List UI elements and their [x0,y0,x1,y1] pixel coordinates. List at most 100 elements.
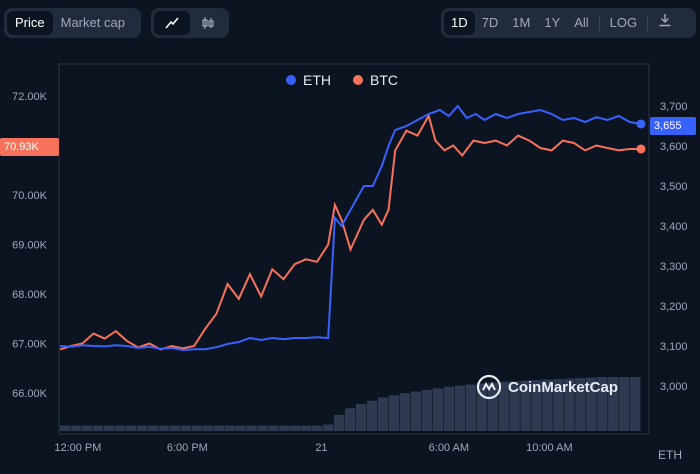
volume-bar [465,384,476,431]
volume-bar [180,425,191,431]
watermark-text: CoinMarketCap [508,378,619,396]
eth-line [59,104,642,352]
volume-bar [520,380,531,431]
coinmarketcap-watermark: CoinMarketCap [476,374,618,400]
line-chart-icon [165,17,179,29]
download-button[interactable] [651,11,679,35]
left-axis-tick-label: 68.00K [12,289,48,301]
legend-item-btc[interactable]: BTC [353,72,398,88]
volume-bar [355,404,367,431]
volume-bar [608,377,619,431]
right-axis-tick-label: 3,300 [660,261,688,273]
volume-bar [60,425,71,431]
volume-bar [498,381,509,431]
volume-bar [421,389,433,431]
eth-current-price-tag: 3,655 [650,117,696,135]
volume-bar [432,388,444,431]
x-axis-tick-label: 6:00 PM [167,442,208,454]
volume-bar [630,377,641,431]
legend-label-btc: BTC [370,72,398,88]
volume-bar [158,425,170,431]
price-tab[interactable]: Price [7,11,53,35]
btc-legend-dot [353,75,363,85]
btc-line [59,113,641,351]
right-axis-tick-label: 3,600 [660,141,688,153]
volume-bar [542,379,553,431]
right-axis-tick-label: 3,100 [660,341,688,353]
volume-bar [290,425,301,431]
volume-bar [377,397,389,431]
left-axis-tick-label: 67.00K [12,339,48,351]
volume-bar [443,386,455,431]
volume-bar [103,425,115,431]
legend-item-eth[interactable]: ETH [286,72,331,88]
volume-bars [60,377,641,431]
volume-bar [301,425,312,431]
volume-bar [597,377,608,431]
volume-bar [70,425,82,431]
right-axis-tick-label: 3,700 [660,101,688,113]
log-scale-button[interactable]: LOG [609,15,638,30]
volume-bar [235,425,246,431]
volume-bar [586,377,597,431]
btc-current-price-tag: 70.93K [0,138,59,156]
left-axis-tick-label: 70.00K [12,190,48,202]
left-axis-tick-label: 66.00K [12,388,48,400]
volume-bar [531,380,542,431]
volume-bar [410,391,422,431]
left-axis-tick-label: 69.00K [12,240,48,252]
volume-bar [564,378,575,431]
right-axis-tick-label: 3,000 [660,381,688,393]
volume-bar [487,382,498,431]
candlestick-button[interactable] [190,11,226,35]
market-cap-tab[interactable]: Market cap [60,15,125,30]
volume-bar [114,425,126,431]
eth-end-dot [636,119,646,129]
right-axis-tick-label: 3,500 [660,181,688,193]
volume-bar [202,425,213,431]
range-1y-button[interactable]: 1Y [544,15,561,30]
line-chart-button[interactable] [154,11,190,35]
volume-bar [81,425,93,431]
download-icon [659,14,671,27]
legend-label-eth: ETH [303,72,331,88]
volume-bar [454,385,466,431]
range-1d-button[interactable]: 1D [444,11,475,35]
volume-bar [246,425,257,431]
volume-bar [312,425,323,431]
right-axis-tick-label: 3,200 [660,301,688,313]
left-axis-tick-label: 72.00K [12,91,48,103]
range-all-button[interactable]: All [574,15,589,30]
axis-ticks: 66.00K 67.00K 68.00K 69.00K 70.00K 72.00K 3,00… [12,91,687,454]
volume-bar [509,381,520,431]
btc-end-dot [636,144,646,154]
chart-legend: ETH BTC [286,72,398,88]
volume-bar [169,425,180,431]
range-1m-button[interactable]: 1M [512,15,531,30]
eth-legend-dot [286,75,296,85]
volume-bar [147,425,159,431]
coinmarketcap-logo-icon [476,374,502,400]
x-axis-tick-label: 6:00 AM [429,442,469,454]
volume-bar [476,383,487,431]
volume-bar [136,425,148,431]
toolbar-divider [647,15,649,31]
volume-bar [334,414,345,431]
volume-bar [224,425,235,431]
volume-bar [388,395,400,431]
x-axis-tick-label: 10:00 AM [526,442,572,454]
x-axis-tick-label: 12:00 PM [54,442,101,454]
volume-bar [553,379,564,431]
x-axis-tick-label: 21 [315,442,327,454]
range-7d-button[interactable]: 7D [481,15,499,30]
volume-bar [345,408,356,431]
right-axis-unit: ETH [658,448,682,462]
metric-toggle: Price Market cap [4,8,141,38]
chart-type-toggle [151,8,229,38]
volume-bar [399,393,411,431]
volume-bar [213,425,224,431]
volume-bar [619,377,630,431]
plot-frame [58,63,650,435]
volume-bar [279,425,290,431]
